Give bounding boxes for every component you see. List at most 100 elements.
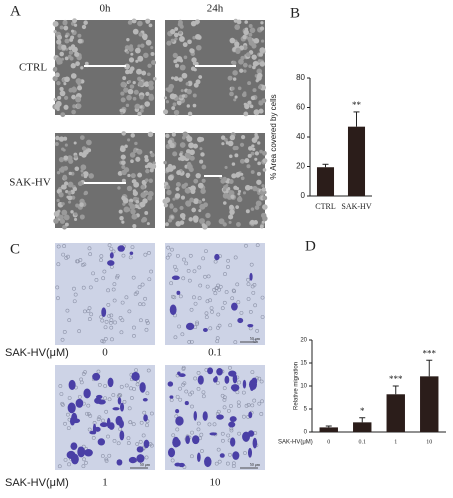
pore (104, 457, 109, 462)
cell (172, 197, 176, 201)
pore (99, 254, 104, 259)
stained-cell (139, 382, 146, 393)
cell (143, 81, 150, 88)
pore (235, 282, 240, 287)
pore (135, 290, 140, 295)
cell (120, 91, 125, 96)
cell (234, 153, 239, 158)
pore (236, 400, 241, 405)
pore (62, 330, 67, 334)
cell (235, 47, 241, 53)
pore (230, 296, 235, 301)
stained-cell (84, 449, 93, 457)
cell (175, 220, 182, 227)
significance: * (360, 406, 365, 416)
cell (79, 214, 85, 220)
cell (119, 215, 124, 221)
pore (171, 433, 176, 438)
cell (162, 109, 169, 115)
cell (201, 223, 206, 228)
pore (231, 288, 236, 293)
cell (117, 186, 121, 190)
pore (257, 376, 262, 381)
cell (132, 96, 137, 101)
cell (261, 187, 266, 192)
cell (130, 52, 134, 56)
cell (222, 176, 228, 182)
pore (118, 316, 123, 320)
cell (199, 218, 205, 225)
pore (166, 245, 171, 250)
pore (222, 405, 227, 410)
pore (213, 291, 218, 296)
pore (192, 269, 197, 274)
cell (134, 47, 141, 54)
stained-cell (94, 426, 101, 432)
cell (258, 85, 262, 90)
pore (85, 411, 89, 416)
cell (233, 98, 237, 102)
pore (80, 263, 85, 267)
pore (102, 269, 107, 274)
pore (112, 298, 117, 303)
y-tick-label: 0 (301, 191, 306, 200)
pore (87, 427, 92, 432)
cell (253, 38, 260, 44)
pore (187, 278, 192, 283)
pore (184, 261, 189, 266)
stained-cell (207, 367, 214, 375)
cell (242, 191, 247, 195)
pore (198, 283, 203, 288)
cell (172, 52, 178, 58)
cell (61, 209, 68, 216)
pore (62, 244, 66, 248)
cell (260, 21, 264, 25)
cell (239, 68, 244, 73)
pore (246, 297, 251, 301)
pore (260, 295, 265, 300)
cell (199, 147, 203, 151)
cell (235, 187, 240, 191)
bar (420, 376, 439, 432)
cell (167, 218, 173, 223)
stained-cell (67, 402, 76, 414)
cell (232, 77, 237, 81)
pore (72, 286, 76, 291)
cell (146, 222, 150, 226)
stained-cell (197, 452, 201, 463)
stained-cell (232, 385, 238, 392)
pore (249, 262, 254, 267)
pore (120, 300, 125, 305)
cell (173, 32, 179, 38)
cell (130, 159, 134, 164)
stained-cell (175, 408, 180, 414)
cell (135, 199, 140, 204)
cell (247, 153, 252, 158)
cell (59, 90, 66, 97)
cell (249, 219, 255, 225)
cell (218, 218, 225, 225)
cell (174, 27, 179, 31)
cell (195, 172, 201, 179)
cell (148, 95, 155, 101)
pore (131, 275, 136, 280)
stained-cell (169, 395, 174, 399)
stained-cell (185, 322, 195, 331)
y-tick-label: 20 (296, 162, 305, 171)
cell (75, 61, 80, 67)
cell (126, 94, 132, 101)
stained-cell (202, 327, 208, 332)
cell (186, 163, 193, 170)
cell (229, 37, 236, 44)
cell (179, 59, 184, 63)
dose: 0.1 (208, 347, 222, 359)
pore (192, 295, 196, 300)
pore (104, 319, 109, 324)
pore (109, 246, 114, 251)
cell (228, 215, 233, 220)
stained-cell (92, 372, 101, 381)
stained-cell (232, 451, 240, 460)
cell (52, 67, 58, 72)
x-axis-label: SAK-HV(μM) (278, 440, 313, 446)
pore (107, 397, 112, 402)
